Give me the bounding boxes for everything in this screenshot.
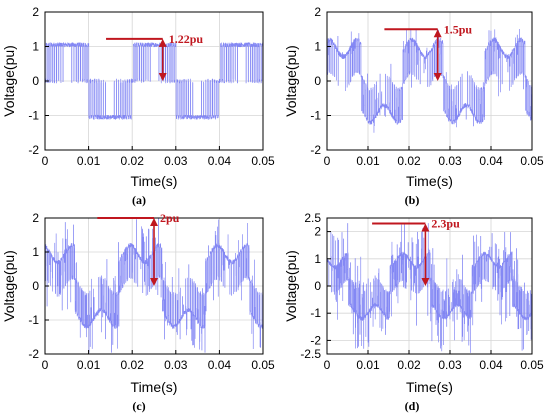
x-tick-label: 0 [324, 358, 331, 372]
x-tick-label: 0 [42, 358, 49, 372]
y-tick-label: 2 [314, 5, 321, 19]
x-tick-label: 0 [324, 154, 331, 168]
y-tick-label: 1 [314, 40, 321, 54]
y-tick-label: 2 [32, 211, 39, 225]
chart-panel-4: 0 0.01 0.02 0.03 0.04 0.05 -2.5-2 -1 0 1 22.5 Time(… [283, 211, 544, 413]
annotation-label: 1.5pu [444, 22, 473, 36]
x-tick-label: 0.02 [397, 358, 421, 372]
amplitude-arrow-head-down [421, 278, 430, 286]
x-tick-label: 0.01 [77, 358, 101, 372]
y-tick-label: 1 [32, 40, 39, 54]
y-tick-label: -2.5 [300, 347, 321, 361]
x-tick-label: 0.04 [208, 358, 232, 372]
y-tick-label: -1 [28, 109, 39, 123]
panel-label: (d) [405, 399, 420, 413]
x-tick-label: 0.03 [438, 358, 462, 372]
y-axis-title: Voltage(pu) [283, 45, 299, 117]
y-tick-label: 2 [32, 5, 39, 19]
annotation-label: 1.22pu [169, 32, 204, 46]
x-tick-label: 0.01 [356, 358, 380, 372]
y-tick-label: 0 [314, 279, 321, 293]
y-axis-title: Voltage(pu) [1, 250, 17, 322]
amplitude-arrow-head-down [433, 73, 442, 81]
x-tick-label: 0.05 [520, 358, 544, 372]
y-tick-label: -1 [28, 313, 39, 327]
panel-label: (b) [405, 193, 420, 207]
x-tick-label: 0.02 [121, 154, 145, 168]
x-tick-label: 0.04 [479, 154, 503, 168]
waveform-series-line [44, 42, 264, 120]
y-tick-label: 1 [314, 252, 321, 266]
amplitude-arrow-head-up [421, 223, 430, 232]
amplitude-arrow-head-down [150, 278, 158, 286]
x-tick-label: 0.05 [520, 154, 544, 168]
y-tick-label: -2 [28, 143, 39, 157]
x-axis-title: Time(s) [406, 173, 453, 189]
x-axis-title: Time(s) [406, 379, 453, 395]
waveform-series-line [326, 29, 533, 133]
y-tick-label: -1 [310, 109, 321, 123]
chart-panel-1: 0 0.01 0.02 0.03 0.04 0.05 -2 -1 0 1 2 Time(s) Volta… [1, 5, 275, 207]
y-axis-title: Voltage(pu) [1, 45, 17, 117]
annotation-label: 2pu [160, 211, 180, 225]
x-tick-label: 0.03 [438, 154, 462, 168]
x-tick-label: 0.02 [121, 358, 145, 372]
amplitude-arrow-head-up [158, 38, 167, 47]
annotation-label: 2.3pu [431, 216, 460, 230]
y-tick-label: 1 [32, 245, 39, 259]
x-tick-label: 0 [42, 154, 49, 168]
x-tick-label: 0.03 [164, 358, 188, 372]
y-tick-label: -1 [310, 306, 321, 320]
panel-label: (c) [132, 399, 145, 413]
panel-label: (a) [132, 193, 146, 207]
amplitude-arrow-head-up [433, 29, 442, 38]
amplitude-arrow-head-down [158, 73, 167, 81]
y-tick-label: 0 [314, 74, 321, 88]
x-tick-label: 0.01 [356, 154, 380, 168]
y-tick-label: 2 [314, 225, 321, 239]
x-tick-label: 0.02 [397, 154, 421, 168]
chart-panel-3: 0 0.01 0.02 0.03 0.04 0.05 -2 -1 0 1 2 Time(s) Volta… [1, 211, 275, 413]
y-tick-label: -2 [310, 333, 321, 347]
x-tick-label: 0.05 [251, 154, 275, 168]
y-tick-label: 0 [32, 279, 39, 293]
waveform-series-line [326, 223, 533, 353]
x-tick-label: 0.05 [251, 358, 275, 372]
x-axis-title: Time(s) [131, 379, 178, 395]
x-axis-title: Time(s) [131, 173, 178, 189]
y-tick-label: 0 [32, 74, 39, 88]
amplitude-arrow-head-up [150, 218, 158, 226]
x-tick-label: 0.04 [479, 358, 503, 372]
y-tick-label: -2 [28, 347, 39, 361]
y-axis-title: Voltage(pu) [283, 250, 299, 322]
y-tick-label: -2 [310, 143, 321, 157]
x-tick-label: 0.04 [208, 154, 232, 168]
x-tick-label: 0.03 [164, 154, 188, 168]
x-tick-label: 0.01 [77, 154, 101, 168]
chart-panel-2: 0 0.01 0.02 0.03 0.04 0.05 -2 -1 0 1 2 Time(s) Volta… [283, 5, 544, 207]
y-tick-label: 2.5 [304, 211, 321, 225]
